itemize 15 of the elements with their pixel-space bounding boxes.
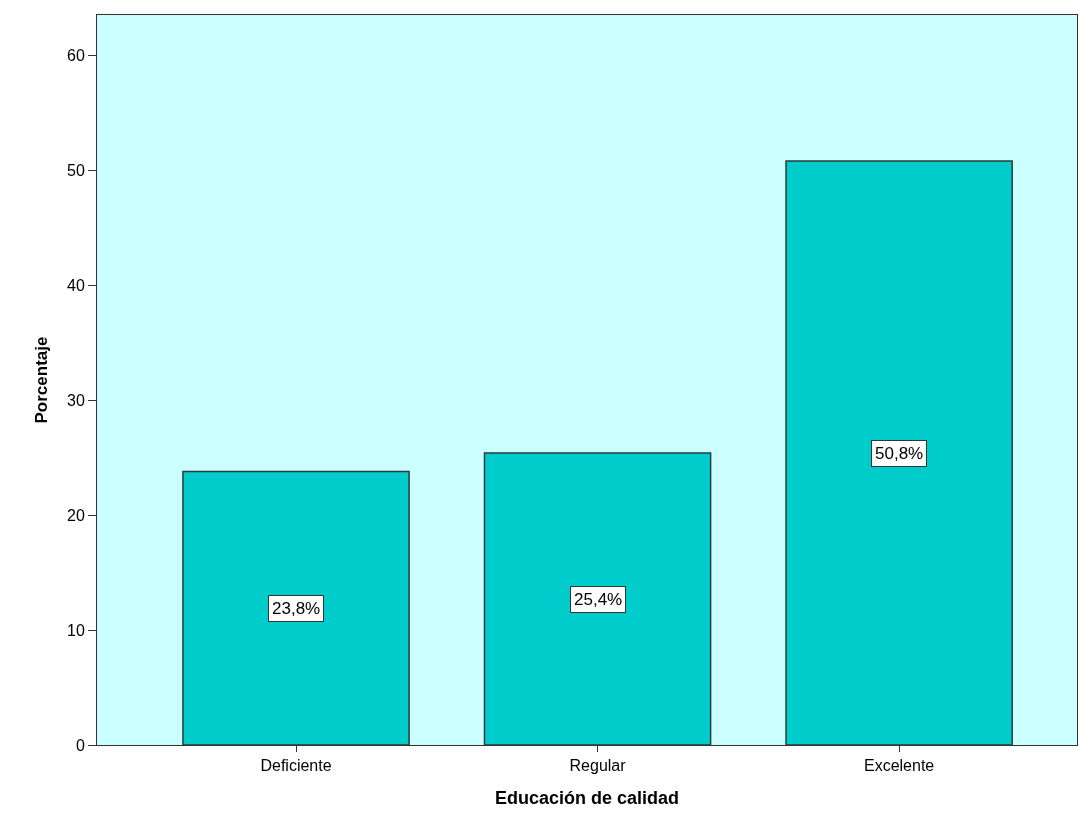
y-tick-label: 10 xyxy=(67,621,85,639)
data-label: 25,4% xyxy=(574,590,623,609)
y-tick-label: 50 xyxy=(67,161,85,179)
x-tick-label: Regular xyxy=(569,757,627,775)
y-tick-label: 40 xyxy=(67,276,85,294)
y-tick-label: 60 xyxy=(67,46,85,64)
y-tick-label: 30 xyxy=(67,391,85,409)
data-label: 50,8% xyxy=(875,444,924,463)
data-label: 23,8% xyxy=(272,599,321,618)
x-tick-label: Excelente xyxy=(863,757,935,775)
x-tick-label: Deficiente xyxy=(260,757,332,775)
x-axis-title: Educación de calidad xyxy=(494,788,680,809)
y-tick-label: 20 xyxy=(67,506,85,524)
y-axis-title: Porcentaje xyxy=(31,336,51,424)
y-tick-label: 0 xyxy=(75,736,85,754)
